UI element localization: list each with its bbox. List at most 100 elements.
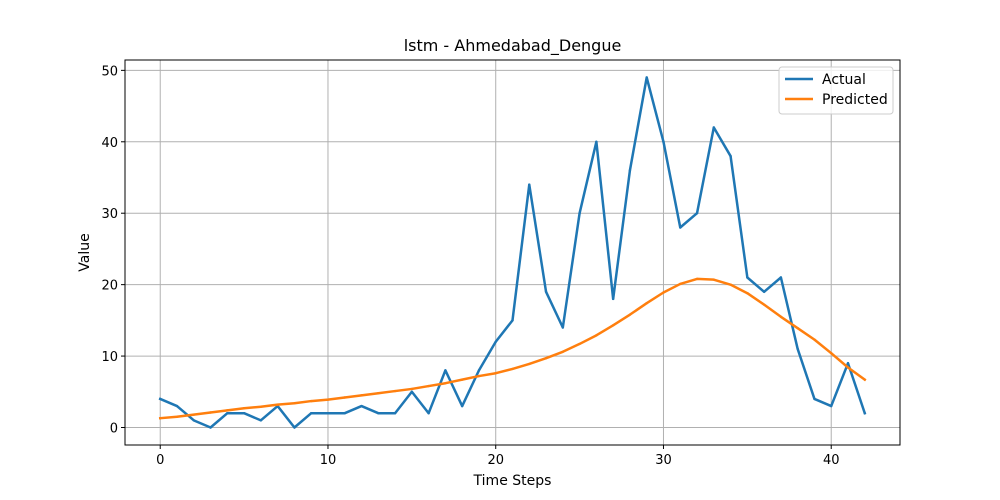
data-point — [611, 297, 615, 301]
data-point — [645, 76, 648, 79]
data-point — [511, 319, 514, 322]
data-point — [645, 302, 648, 305]
data-point — [796, 347, 799, 351]
x-tick-label: 10 — [320, 453, 337, 468]
data-point — [326, 412, 330, 415]
data-point — [460, 378, 464, 381]
data-point — [494, 372, 497, 375]
data-point — [410, 390, 414, 393]
data-point — [662, 291, 665, 294]
data-point — [813, 338, 816, 341]
data-point — [343, 396, 346, 399]
data-point — [494, 340, 497, 343]
data-point — [830, 352, 833, 355]
data-point — [427, 412, 430, 415]
data-point — [343, 412, 346, 415]
series-layer — [158, 76, 867, 429]
plot-frame — [124, 59, 901, 446]
data-point — [410, 387, 414, 391]
legend-entry: Actual — [822, 72, 866, 88]
data-point — [293, 426, 296, 429]
data-point — [830, 404, 833, 408]
data-point — [863, 378, 866, 381]
data-point — [662, 140, 665, 143]
data-point — [695, 277, 699, 281]
data-point — [310, 399, 313, 403]
data-point — [528, 362, 531, 366]
data-point — [746, 276, 749, 279]
data-point — [779, 276, 783, 279]
data-point — [746, 292, 749, 295]
data-point — [242, 412, 246, 415]
data-point — [511, 367, 514, 371]
data-point — [813, 397, 816, 401]
data-point — [360, 404, 363, 408]
y-tick-label: 40 — [101, 136, 118, 151]
data-point — [779, 315, 783, 318]
series-actual — [158, 76, 867, 429]
data-point — [679, 226, 682, 229]
data-point — [561, 326, 565, 329]
data-point — [226, 412, 229, 415]
x-tick-label: 30 — [655, 453, 672, 468]
grid — [125, 60, 900, 445]
data-point — [310, 412, 313, 415]
chart-title: lstm - Ahmedabad_Dengue — [404, 36, 622, 56]
y-tick-label: 50 — [101, 64, 118, 79]
x-tick-label: 0 — [156, 453, 164, 468]
data-point — [259, 405, 263, 408]
data-point — [393, 389, 397, 393]
y-tick-label: 20 — [101, 279, 118, 294]
x-tick-label: 40 — [823, 453, 840, 468]
data-point — [729, 154, 732, 158]
data-point — [695, 212, 699, 215]
data-point — [477, 369, 481, 372]
data-point — [276, 403, 279, 406]
data-point — [159, 397, 162, 401]
x-axis-label: Time Steps — [473, 473, 552, 489]
data-point — [377, 392, 380, 395]
data-point — [444, 369, 447, 372]
data-point — [796, 327, 799, 330]
series-predicted — [158, 277, 867, 420]
data-point — [175, 404, 179, 408]
data-point — [477, 374, 481, 378]
data-point — [595, 140, 598, 143]
data-point — [175, 415, 179, 418]
data-point — [393, 412, 397, 415]
data-point — [846, 366, 850, 369]
y-tick-label: 30 — [101, 207, 118, 222]
data-point — [762, 303, 766, 306]
legend-entry: Predicted — [822, 92, 888, 108]
data-point — [427, 384, 430, 388]
data-point — [578, 212, 581, 215]
data-point — [712, 126, 715, 129]
data-point — [192, 419, 195, 422]
data-point — [293, 402, 296, 405]
data-point — [762, 290, 766, 293]
data-point — [528, 183, 531, 186]
data-point — [846, 362, 850, 365]
data-point — [242, 407, 246, 410]
data-point — [561, 350, 565, 353]
data-point — [712, 278, 715, 281]
data-point — [460, 404, 464, 408]
legend: Actual Predicted — [778, 66, 894, 115]
data-point — [611, 324, 615, 327]
data-point — [544, 290, 548, 293]
data-point — [226, 409, 229, 412]
data-point — [360, 394, 363, 397]
data-point — [863, 412, 866, 415]
data-point — [578, 342, 581, 346]
data-point — [192, 413, 195, 416]
data-point — [209, 411, 212, 414]
data-point — [326, 398, 330, 401]
y-tick-label: 0 — [110, 422, 118, 437]
y-tick-label: 10 — [101, 350, 118, 365]
data-point — [628, 313, 632, 316]
data-point — [444, 382, 447, 385]
y-axis-label: Value — [77, 233, 93, 271]
data-point — [729, 283, 732, 286]
data-point — [628, 169, 632, 172]
